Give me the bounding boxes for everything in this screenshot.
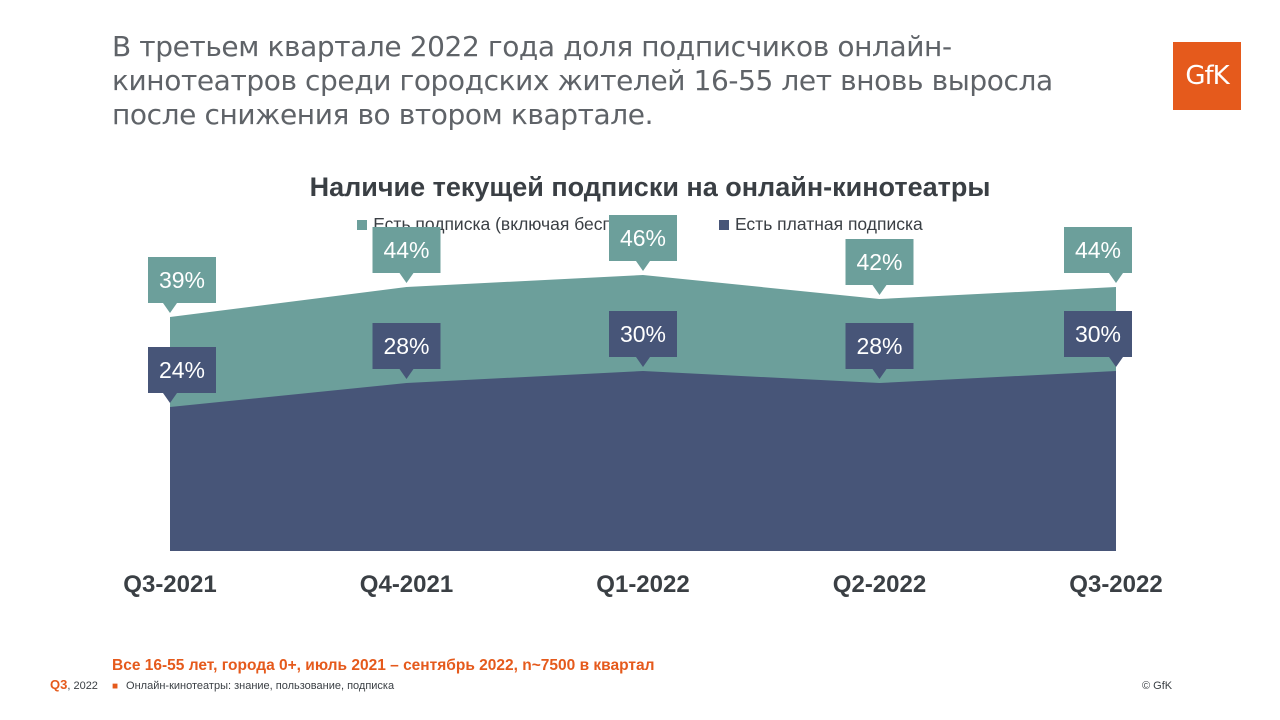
label-paid-Q3-2021: 24% [148, 347, 216, 403]
label-box [372, 323, 441, 379]
legend-swatch-any-subscription [357, 219, 368, 230]
slide-headline: В третьем квартале 2022 года доля подпис… [112, 30, 1053, 131]
label-box [148, 257, 216, 313]
data-label-text: 46% [620, 225, 666, 251]
legend-item-any-subscription: Есть подписка (включая бесплатную) [357, 214, 677, 235]
data-label-text: 44% [1075, 237, 1121, 263]
x-tick-label: Q4-2021 [360, 571, 453, 598]
label-box [1064, 311, 1132, 367]
period-label: Q3, 2022 [50, 677, 98, 692]
chart-legend: Есть подписка (включая бесплатную) Есть … [0, 214, 1280, 235]
data-label-text: 28% [383, 333, 429, 359]
data-label-text: 42% [856, 249, 902, 275]
legend-label-any-subscription: Есть подписка (включая бесплатную) [373, 214, 677, 234]
period-quarter: Q3 [50, 677, 68, 692]
label-box [148, 347, 216, 403]
label-box [609, 215, 677, 271]
gfk-logo: GfK [1173, 42, 1241, 110]
label-box [1064, 227, 1132, 283]
label-box [845, 239, 914, 295]
label-box [372, 227, 441, 283]
label-any-Q3-2022: 44% [1064, 227, 1132, 283]
data-label-text: 39% [159, 267, 205, 293]
label-paid-Q4-2021: 28% [372, 323, 441, 379]
label-any-Q1-2022: 46% [609, 215, 677, 271]
label-box [845, 323, 914, 379]
label-paid-Q2-2022: 28% [845, 323, 914, 379]
chart-title: Наличие текущей подписки на онлайн-кинот… [309, 172, 991, 202]
label-paid-Q1-2022: 30% [609, 311, 677, 367]
data-label-text: 24% [159, 357, 205, 383]
label-paid-Q3-2022: 30% [1064, 311, 1132, 367]
bullet-icon: ■ [112, 680, 119, 692]
data-label-text: 44% [383, 237, 429, 263]
source-note: ■ Онлайн-кинотеатры: знание, пользование… [112, 680, 394, 692]
copyright: © GfK [1142, 680, 1173, 692]
data-label-text: 30% [1075, 321, 1121, 347]
x-tick-label: Q2-2022 [833, 571, 926, 598]
label-any-Q4-2021: 44% [372, 227, 441, 283]
area-paid-subscription [170, 371, 1116, 551]
x-tick-label: Q3-2021 [123, 571, 216, 598]
x-tick-label: Q3-2022 [1069, 571, 1162, 598]
legend-label-paid-subscription: Есть платная подписка [734, 214, 923, 234]
legend-swatch-paid-subscription [718, 219, 729, 230]
label-any-Q3-2021: 39% [148, 257, 216, 313]
sample-footnote: Все 16-55 лет, города 0+, июль 2021 – се… [112, 657, 655, 674]
label-box [609, 311, 677, 367]
legend-item-paid-subscription: Есть платная подписка [718, 214, 923, 235]
data-label-text: 30% [620, 321, 666, 347]
label-any-Q2-2022: 42% [845, 239, 914, 295]
x-tick-label: Q1-2022 [596, 571, 689, 598]
source-text: Онлайн-кинотеатры: знание, пользование, … [126, 680, 395, 692]
data-label-text: 28% [856, 333, 902, 359]
period-year: , 2022 [67, 680, 98, 692]
